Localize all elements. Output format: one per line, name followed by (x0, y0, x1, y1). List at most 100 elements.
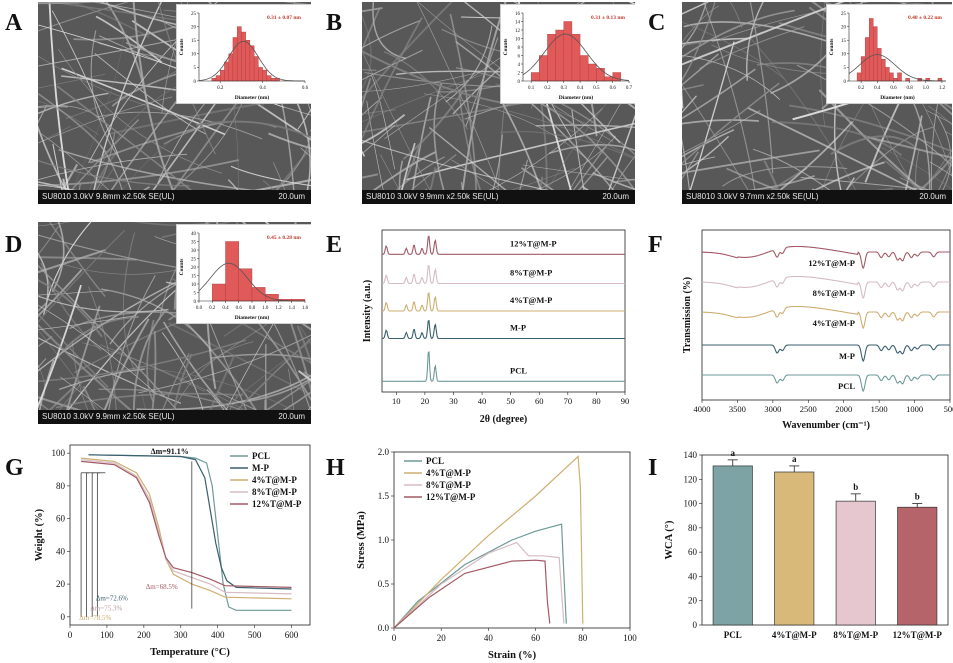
x-tick-label: 40 (478, 396, 487, 406)
panel-letter-a: A (5, 10, 23, 36)
histogram-bar (873, 26, 878, 82)
y-tick-label: 140 (684, 450, 698, 460)
y-tick-label: 10 (515, 37, 521, 42)
fiber (362, 19, 421, 49)
annotation-label: Δm=91.1% (151, 447, 189, 456)
y-tick-label: 1.5 (378, 491, 390, 501)
fiber (136, 374, 311, 410)
fiber (931, 88, 942, 190)
fiber (451, 159, 500, 190)
x-tick-label: 80 (578, 633, 588, 643)
fiber (682, 119, 759, 125)
y-tick-label: 0.5 (378, 579, 390, 589)
fiber (38, 312, 109, 388)
fiber (38, 401, 50, 410)
series-line (382, 350, 625, 382)
y-tick-label: 60 (688, 547, 698, 557)
series-label: 8%T@M-P (813, 288, 855, 298)
fiber (546, 81, 625, 190)
x-tick-label: 500 (248, 630, 262, 640)
fiber (522, 164, 635, 181)
bar (712, 465, 753, 626)
fiber (38, 315, 134, 331)
fiber (488, 108, 603, 190)
histogram-bar (604, 76, 613, 82)
histogram-bar (885, 67, 890, 82)
fit-stat-label: 0.45 ± 0.28 nm (267, 235, 301, 241)
histogram-bar (215, 75, 221, 82)
legend-label: 4%T@M-P (252, 475, 297, 485)
x-tick-label: 1.6 (302, 306, 309, 311)
histogram-bar (241, 31, 246, 82)
fiber (867, 136, 952, 159)
fiber (449, 13, 478, 190)
fit-curve (522, 33, 630, 81)
y-tick-label: 0 (844, 80, 847, 85)
fiber (38, 329, 99, 410)
fiber (509, 110, 635, 159)
fiber (95, 131, 116, 190)
fiber (58, 48, 223, 174)
x-axis-label: Strain (%) (488, 650, 537, 661)
fiber (94, 53, 207, 135)
tga-chart: PCL M-P 4%T@M-P 8%T@M-P 12%T@M-P Δm=91.1% Δm=6… (10, 440, 320, 663)
fiber (38, 226, 59, 256)
histogram-bar (238, 268, 253, 302)
y-axis-label: Transmission (%) (682, 277, 693, 353)
fiber (362, 69, 377, 71)
histogram-bar (596, 68, 605, 82)
x-tick-label: 0.4 (577, 86, 584, 91)
y-tick-label: 10 (191, 53, 197, 58)
x-tick-label: 0.5 (593, 86, 600, 91)
y-tick-label: 40 (688, 571, 698, 581)
x-tick-label: 1.2 (939, 86, 946, 91)
x-tick-label: 0 (392, 633, 397, 643)
y-tick-label: 20 (56, 579, 66, 589)
x-tick-label: 3500 (729, 404, 746, 414)
histogram-bar (245, 40, 251, 82)
x-tick-label: 400 (211, 630, 225, 640)
fiber (362, 50, 431, 190)
fiber (682, 84, 749, 190)
fiber (38, 279, 103, 338)
fiber (511, 167, 576, 190)
fiber (38, 248, 107, 274)
fiber (682, 37, 749, 45)
x-tick-label: 0.8 (249, 306, 256, 311)
fiber (151, 330, 157, 410)
fiber (429, 167, 436, 190)
series-label: M-P (510, 323, 526, 333)
x-tick-label: 0.2 (544, 86, 551, 91)
fiber (66, 305, 101, 410)
series-label: PCL (510, 365, 527, 375)
fiber (172, 341, 254, 410)
fiber (729, 2, 743, 28)
y-tick-label: 5 (194, 66, 197, 71)
sem-scale: 20.0um (919, 192, 946, 201)
fiber (38, 55, 225, 125)
fiber (121, 135, 179, 190)
y-tick-label: 0 (194, 300, 197, 305)
y-tick-label: 40 (56, 546, 66, 556)
fiber (38, 229, 126, 323)
fiber (461, 2, 507, 190)
histogram-bar (893, 78, 898, 82)
legend-label: PCL (252, 451, 270, 461)
y-tick-label: 100 (684, 499, 698, 509)
y-tick-label: 15 (191, 274, 197, 279)
y-tick-label: 16 (515, 12, 521, 17)
annotation-label: Δm=68.5% (146, 583, 178, 591)
series-line (393, 541, 565, 629)
fiber (288, 368, 294, 410)
fiber (48, 2, 70, 190)
x-tick-label: 0.6 (236, 306, 243, 311)
histogram-bar (571, 34, 581, 82)
xrd-chart: 12%T@M-P 8%T@M-P 4%T@M-P M-P PCL 10 20 30 40 50 60… (330, 222, 640, 440)
x-tick-label: 0.1 (528, 86, 535, 91)
x-tick-label: 0.2 (858, 86, 865, 91)
fiber (682, 110, 761, 154)
x-tick-label: 1.2 (275, 306, 282, 311)
y-tick-label: 6 (518, 54, 521, 59)
bar (774, 471, 815, 626)
fiber (699, 26, 805, 69)
